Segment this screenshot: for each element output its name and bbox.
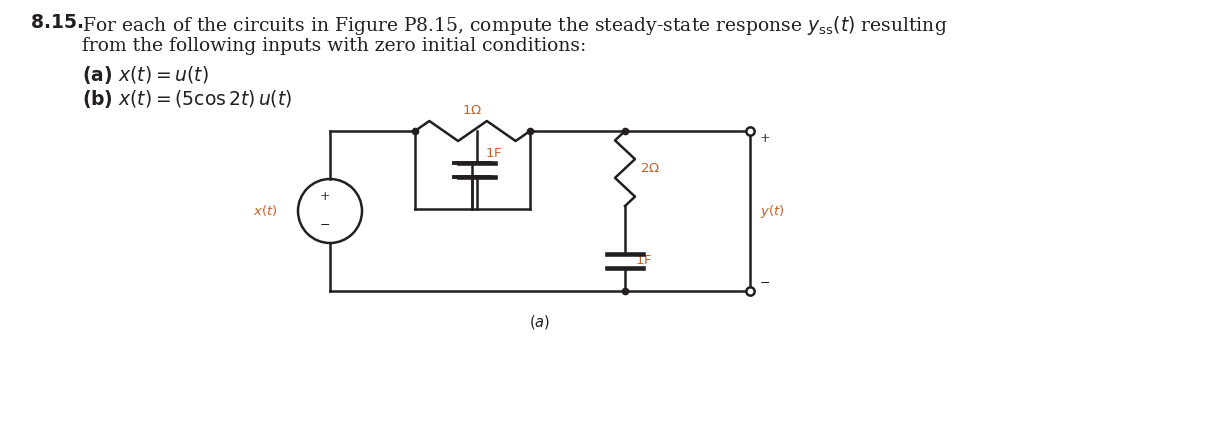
Text: $(a)$: $(a)$ bbox=[529, 313, 551, 331]
Text: +: + bbox=[320, 190, 330, 204]
Text: $\mathbf{(a)}$: $\mathbf{(a)}$ bbox=[82, 64, 112, 86]
Text: $1\mathrm{F}$: $1\mathrm{F}$ bbox=[485, 147, 502, 160]
Text: −: − bbox=[760, 276, 771, 290]
Text: +: + bbox=[760, 132, 771, 146]
Text: −: − bbox=[320, 219, 330, 231]
Text: $1\mathrm{F}$: $1\mathrm{F}$ bbox=[635, 254, 653, 268]
Text: $x(t)$: $x(t)$ bbox=[253, 204, 277, 219]
Text: $y(t)$: $y(t)$ bbox=[760, 202, 785, 219]
Text: $\mathbf{8.15.}$: $\mathbf{8.15.}$ bbox=[31, 14, 83, 32]
Text: $2\Omega$: $2\Omega$ bbox=[640, 162, 660, 175]
Text: $\mathbf{(b)}$: $\mathbf{(b)}$ bbox=[82, 88, 112, 110]
Text: For each of the circuits in Figure P8.15, compute the steady-state response $y_{: For each of the circuits in Figure P8.15… bbox=[82, 14, 947, 37]
Text: $x(t) = u(t)$: $x(t) = u(t)$ bbox=[119, 64, 209, 85]
Text: from the following inputs with zero initial conditions:: from the following inputs with zero init… bbox=[82, 37, 587, 55]
Text: $x(t) = (5\cos 2t)\,u(t)$: $x(t) = (5\cos 2t)\,u(t)$ bbox=[119, 88, 292, 109]
Text: $1\Omega$: $1\Omega$ bbox=[462, 104, 483, 117]
